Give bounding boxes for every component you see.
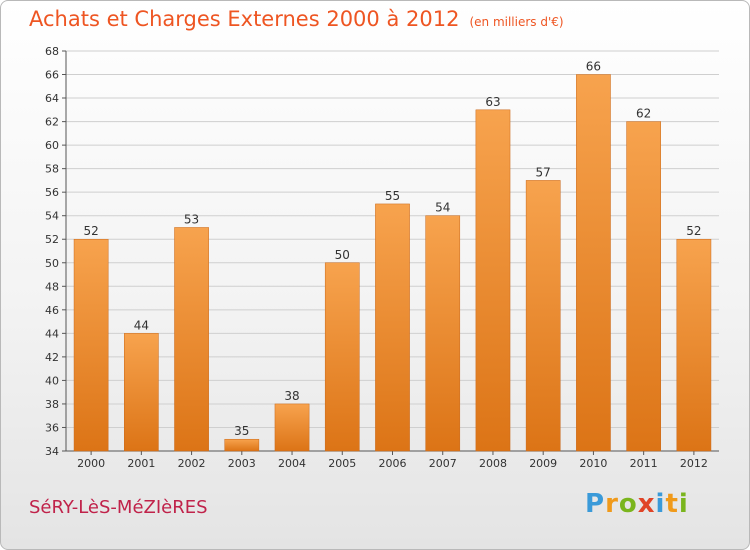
bar-2007	[425, 215, 461, 452]
bar-value-label: 57	[536, 165, 551, 179]
x-tick-label: 2012	[680, 457, 708, 470]
x-tick-label: 2004	[278, 457, 306, 470]
bar-2002	[174, 227, 209, 452]
x-tick-label: 2010	[579, 457, 607, 470]
bar-value-label: 66	[586, 60, 601, 74]
chart-title: Achats et Charges Externes 2000 à 2012 (e…	[29, 7, 564, 31]
y-tick-label: 34	[45, 445, 59, 458]
y-tick-label: 58	[45, 163, 59, 176]
logo-letter: r	[605, 489, 619, 519]
bar-2011	[626, 121, 661, 452]
bar-value-label: 62	[636, 107, 651, 121]
bar-value-label: 55	[385, 189, 400, 203]
bar-value-label: 53	[184, 212, 199, 226]
chart-subtitle: (en milliers d'€)	[469, 15, 564, 29]
x-tick-label: 2001	[127, 457, 155, 470]
bar-2004	[274, 403, 310, 452]
x-tick-label: 2005	[328, 457, 356, 470]
bar-2001	[124, 333, 159, 452]
x-tick-label: 2003	[228, 457, 256, 470]
bar-2009	[525, 180, 561, 452]
y-tick-label: 38	[45, 398, 59, 411]
y-tick-label: 66	[45, 69, 59, 82]
y-tick-label: 48	[45, 280, 59, 293]
x-tick-label: 2007	[429, 457, 457, 470]
bar-value-label: 44	[134, 318, 149, 332]
proxiti-logo: Proxiti	[585, 489, 689, 519]
logo-letter: i	[655, 489, 666, 519]
bar-value-label: 54	[435, 201, 450, 215]
x-tick-label: 2000	[77, 457, 105, 470]
y-tick-label: 36	[45, 421, 59, 434]
y-tick-label: 46	[45, 304, 59, 317]
y-tick-label: 62	[45, 116, 59, 129]
bar-value-label: 63	[485, 95, 500, 109]
bar-value-label: 50	[335, 248, 350, 262]
x-tick-label: 2011	[630, 457, 658, 470]
y-tick-label: 54	[45, 210, 59, 223]
logo-letter: i	[678, 489, 689, 519]
x-tick-label: 2009	[529, 457, 557, 470]
x-tick-label: 2006	[379, 457, 407, 470]
bar-2012	[676, 238, 712, 452]
x-tick-label: 2002	[178, 457, 206, 470]
bar-value-label: 52	[686, 224, 701, 238]
x-tick-label: 2008	[479, 457, 507, 470]
y-tick-label: 50	[45, 257, 59, 270]
bars: 52 44 53 35 38 50 55 54 63 57 66 62 52	[73, 60, 712, 452]
y-tick-label: 68	[45, 45, 59, 58]
y-tick-label: 52	[45, 233, 59, 246]
bar-2008	[475, 109, 511, 452]
bar-2006	[375, 203, 410, 452]
y-tick-label: 44	[45, 327, 59, 340]
y-tick-label: 40	[45, 374, 59, 387]
y-tick-label: 64	[45, 92, 59, 105]
y-tick-label: 56	[45, 186, 59, 199]
bar-2010	[576, 74, 611, 452]
bar-2003	[224, 438, 260, 452]
bar-value-label: 52	[83, 224, 98, 238]
y-tick-label: 42	[45, 351, 59, 364]
logo-letter: x	[637, 489, 656, 519]
bar-value-label: 35	[234, 424, 249, 438]
bar-value-label: 38	[284, 389, 299, 403]
location-name: SéRY-LèS-MéZIèRES	[29, 497, 208, 518]
logo-letter: P	[585, 489, 606, 519]
logo-letter: t	[665, 489, 679, 519]
bar-2000	[73, 238, 109, 452]
logo-letter: o	[618, 489, 638, 519]
y-tick-label: 60	[45, 139, 59, 152]
bar-2005	[324, 262, 360, 452]
